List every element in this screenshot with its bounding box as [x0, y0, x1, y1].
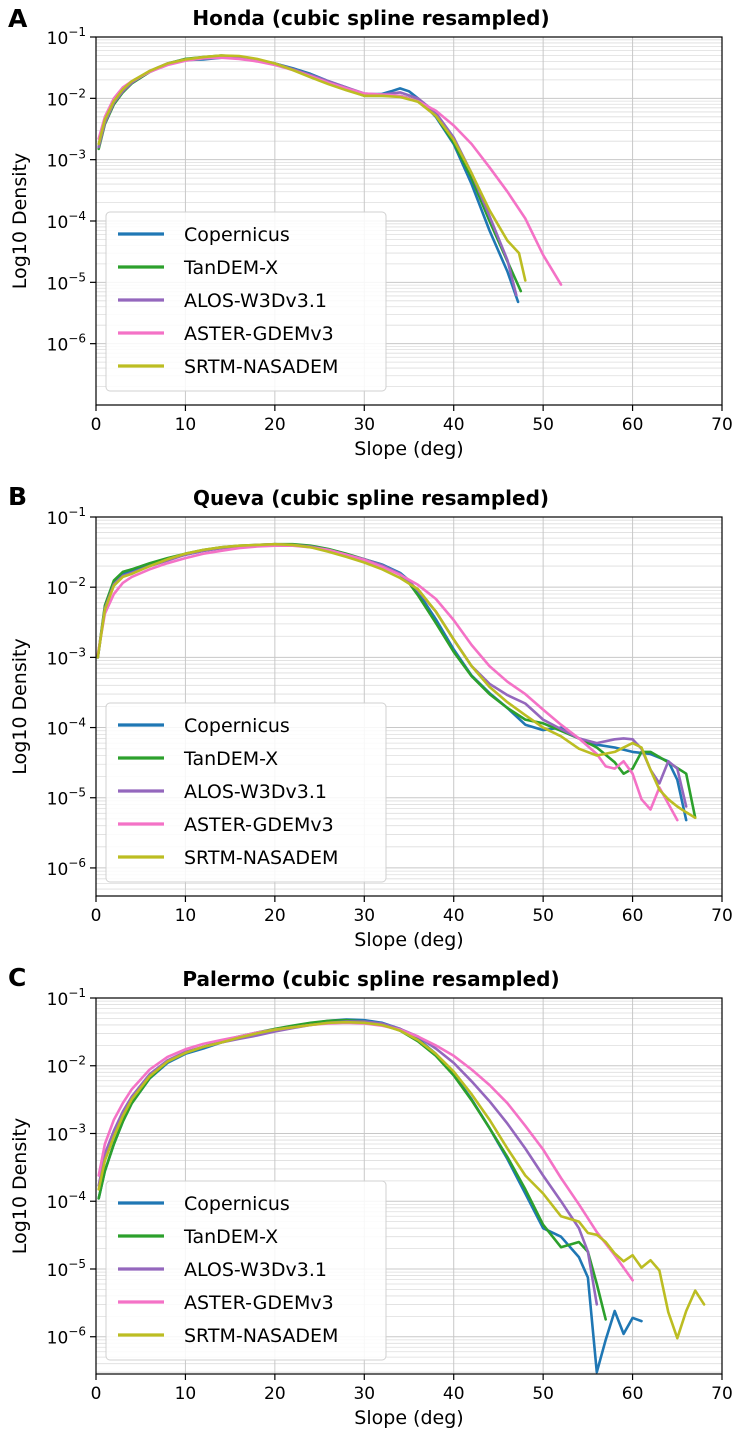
series-aster-gdemv3-line	[96, 544, 679, 822]
y-tick-label: 10−5	[47, 786, 86, 810]
series-srtm-nasadem-line	[97, 54, 527, 282]
legend-label: ASTER-GDEMv3	[184, 814, 334, 836]
y-tick-label: 10−4	[47, 209, 86, 233]
legend-label: ASTER-GDEMv3	[184, 323, 334, 345]
x-tick-label: 50	[532, 415, 554, 435]
legend-label: TanDEM-X	[183, 257, 278, 279]
x-axis-label: Slope (deg)	[354, 929, 463, 951]
y-axis-label: Log10 Density	[9, 1118, 31, 1254]
legend: Copernicus TanDEM-X ALOS-W3Dv3.1 ASTER-GDEM…	[105, 1180, 387, 1361]
x-tick-label: 40	[443, 906, 465, 926]
legend-label: ASTER-GDEMv3	[184, 1292, 334, 1314]
chart-panel-c: 0 10 20 30 40 50 60 70 10−1 10−2 10−3 10−4 10−5 10−6 S…	[8, 963, 733, 1429]
x-tick-label: 60	[622, 415, 644, 435]
y-tick-label: 10−6	[47, 332, 86, 356]
chart-panel-b: 0 10 20 30 40 50 60 70 10−1 10−2 10−3 10−4 10−5 10−6 S…	[8, 482, 733, 951]
y-tick-label: 10−5	[47, 270, 86, 294]
y-tick-label: 10−6	[47, 1325, 86, 1349]
legend-label: ALOS-W3Dv3.1	[184, 781, 327, 803]
x-tick-label: 50	[532, 1384, 554, 1404]
plot-frame	[95, 516, 723, 897]
panel-letter: B	[8, 482, 27, 511]
x-tick-label: 40	[443, 415, 465, 435]
x-tick-label: 10	[175, 1384, 197, 1404]
x-tick-label: 50	[532, 906, 554, 926]
y-tick-label: 10−1	[47, 25, 86, 49]
legend-box	[105, 702, 387, 883]
y-tick-label: 10−3	[47, 1121, 86, 1145]
series-srtm-nasadem-line	[97, 1020, 706, 1340]
chart-title: Queva (cubic spline resampled)	[193, 486, 549, 510]
x-tick-label: 30	[353, 1384, 375, 1404]
y-tick-label: 10−5	[47, 1257, 86, 1281]
y-axis-label: Log10 Density	[9, 638, 31, 774]
legend-label: TanDEM-X	[183, 1226, 278, 1248]
y-tick-label: 10−1	[47, 986, 86, 1010]
x-tick-label: 20	[264, 415, 286, 435]
series-lines	[97, 1018, 706, 1374]
x-tick-label: 20	[264, 1384, 286, 1404]
y-tick-label: 10−1	[47, 505, 86, 529]
plot-frame	[95, 997, 723, 1375]
y-tick-label: 10−4	[47, 1189, 86, 1213]
y-axis-label: Log10 Density	[9, 153, 31, 289]
legend-label: ALOS-W3Dv3.1	[184, 1259, 327, 1281]
y-tick-label: 10−2	[47, 575, 86, 599]
panel-letter: C	[8, 963, 26, 992]
x-tick-label: 40	[443, 1384, 465, 1404]
y-tick-label: 10−2	[47, 86, 86, 110]
x-tick-label: 70	[711, 415, 733, 435]
legend: Copernicus TanDEM-X ALOS-W3Dv3.1 ASTER-GDEM…	[105, 702, 387, 883]
x-tick-label: 10	[175, 906, 197, 926]
x-tick-label: 0	[91, 1384, 102, 1404]
series-srtm-nasadem-line	[96, 542, 697, 820]
x-tick-label: 70	[711, 1384, 733, 1404]
y-tick-label: 10−6	[47, 856, 86, 880]
y-tick-label: 10−3	[47, 148, 86, 172]
chart-title: Palermo (cubic spline resampled)	[182, 967, 559, 991]
legend-label: Copernicus	[184, 1193, 290, 1215]
legend-label: SRTM-NASADEM	[184, 847, 338, 869]
legend-label: Copernicus	[184, 224, 290, 246]
x-axis-label: Slope (deg)	[354, 1407, 463, 1429]
x-tick-label: 30	[353, 415, 375, 435]
x-tick-label: 10	[175, 415, 197, 435]
x-tick-label: 0	[91, 906, 102, 926]
chart-panel-a: 0 10 20 30 40 50 60 70 10−1 10−2 10−3 10−4 10−5 10−6 S…	[8, 4, 733, 460]
panel-letter: A	[8, 4, 28, 33]
legend-label: SRTM-NASADEM	[184, 356, 338, 378]
x-axis-label: Slope (deg)	[354, 438, 463, 460]
legend: Copernicus TanDEM-X ALOS-W3Dv3.1 ASTER-GDEM…	[105, 211, 387, 392]
legend-box	[105, 1180, 387, 1361]
series-lines	[96, 542, 697, 822]
x-tick-label: 20	[264, 906, 286, 926]
x-tick-label: 60	[622, 1384, 644, 1404]
x-tick-label: 0	[91, 415, 102, 435]
legend-label: SRTM-NASADEM	[184, 1325, 338, 1347]
series-lines	[97, 54, 563, 304]
x-tick-label: 70	[711, 906, 733, 926]
y-tick-label: 10−2	[47, 1054, 86, 1078]
legend-label: ALOS-W3Dv3.1	[184, 290, 327, 312]
x-tick-label: 30	[353, 906, 375, 926]
y-tick-label: 10−4	[47, 716, 86, 740]
legend-label: TanDEM-X	[183, 748, 278, 770]
y-tick-label: 10−3	[47, 645, 86, 669]
x-tick-label: 60	[622, 906, 644, 926]
legend-label: Copernicus	[184, 715, 290, 737]
legend-box	[105, 211, 387, 392]
chart-title: Honda (cubic spline resampled)	[192, 6, 549, 30]
